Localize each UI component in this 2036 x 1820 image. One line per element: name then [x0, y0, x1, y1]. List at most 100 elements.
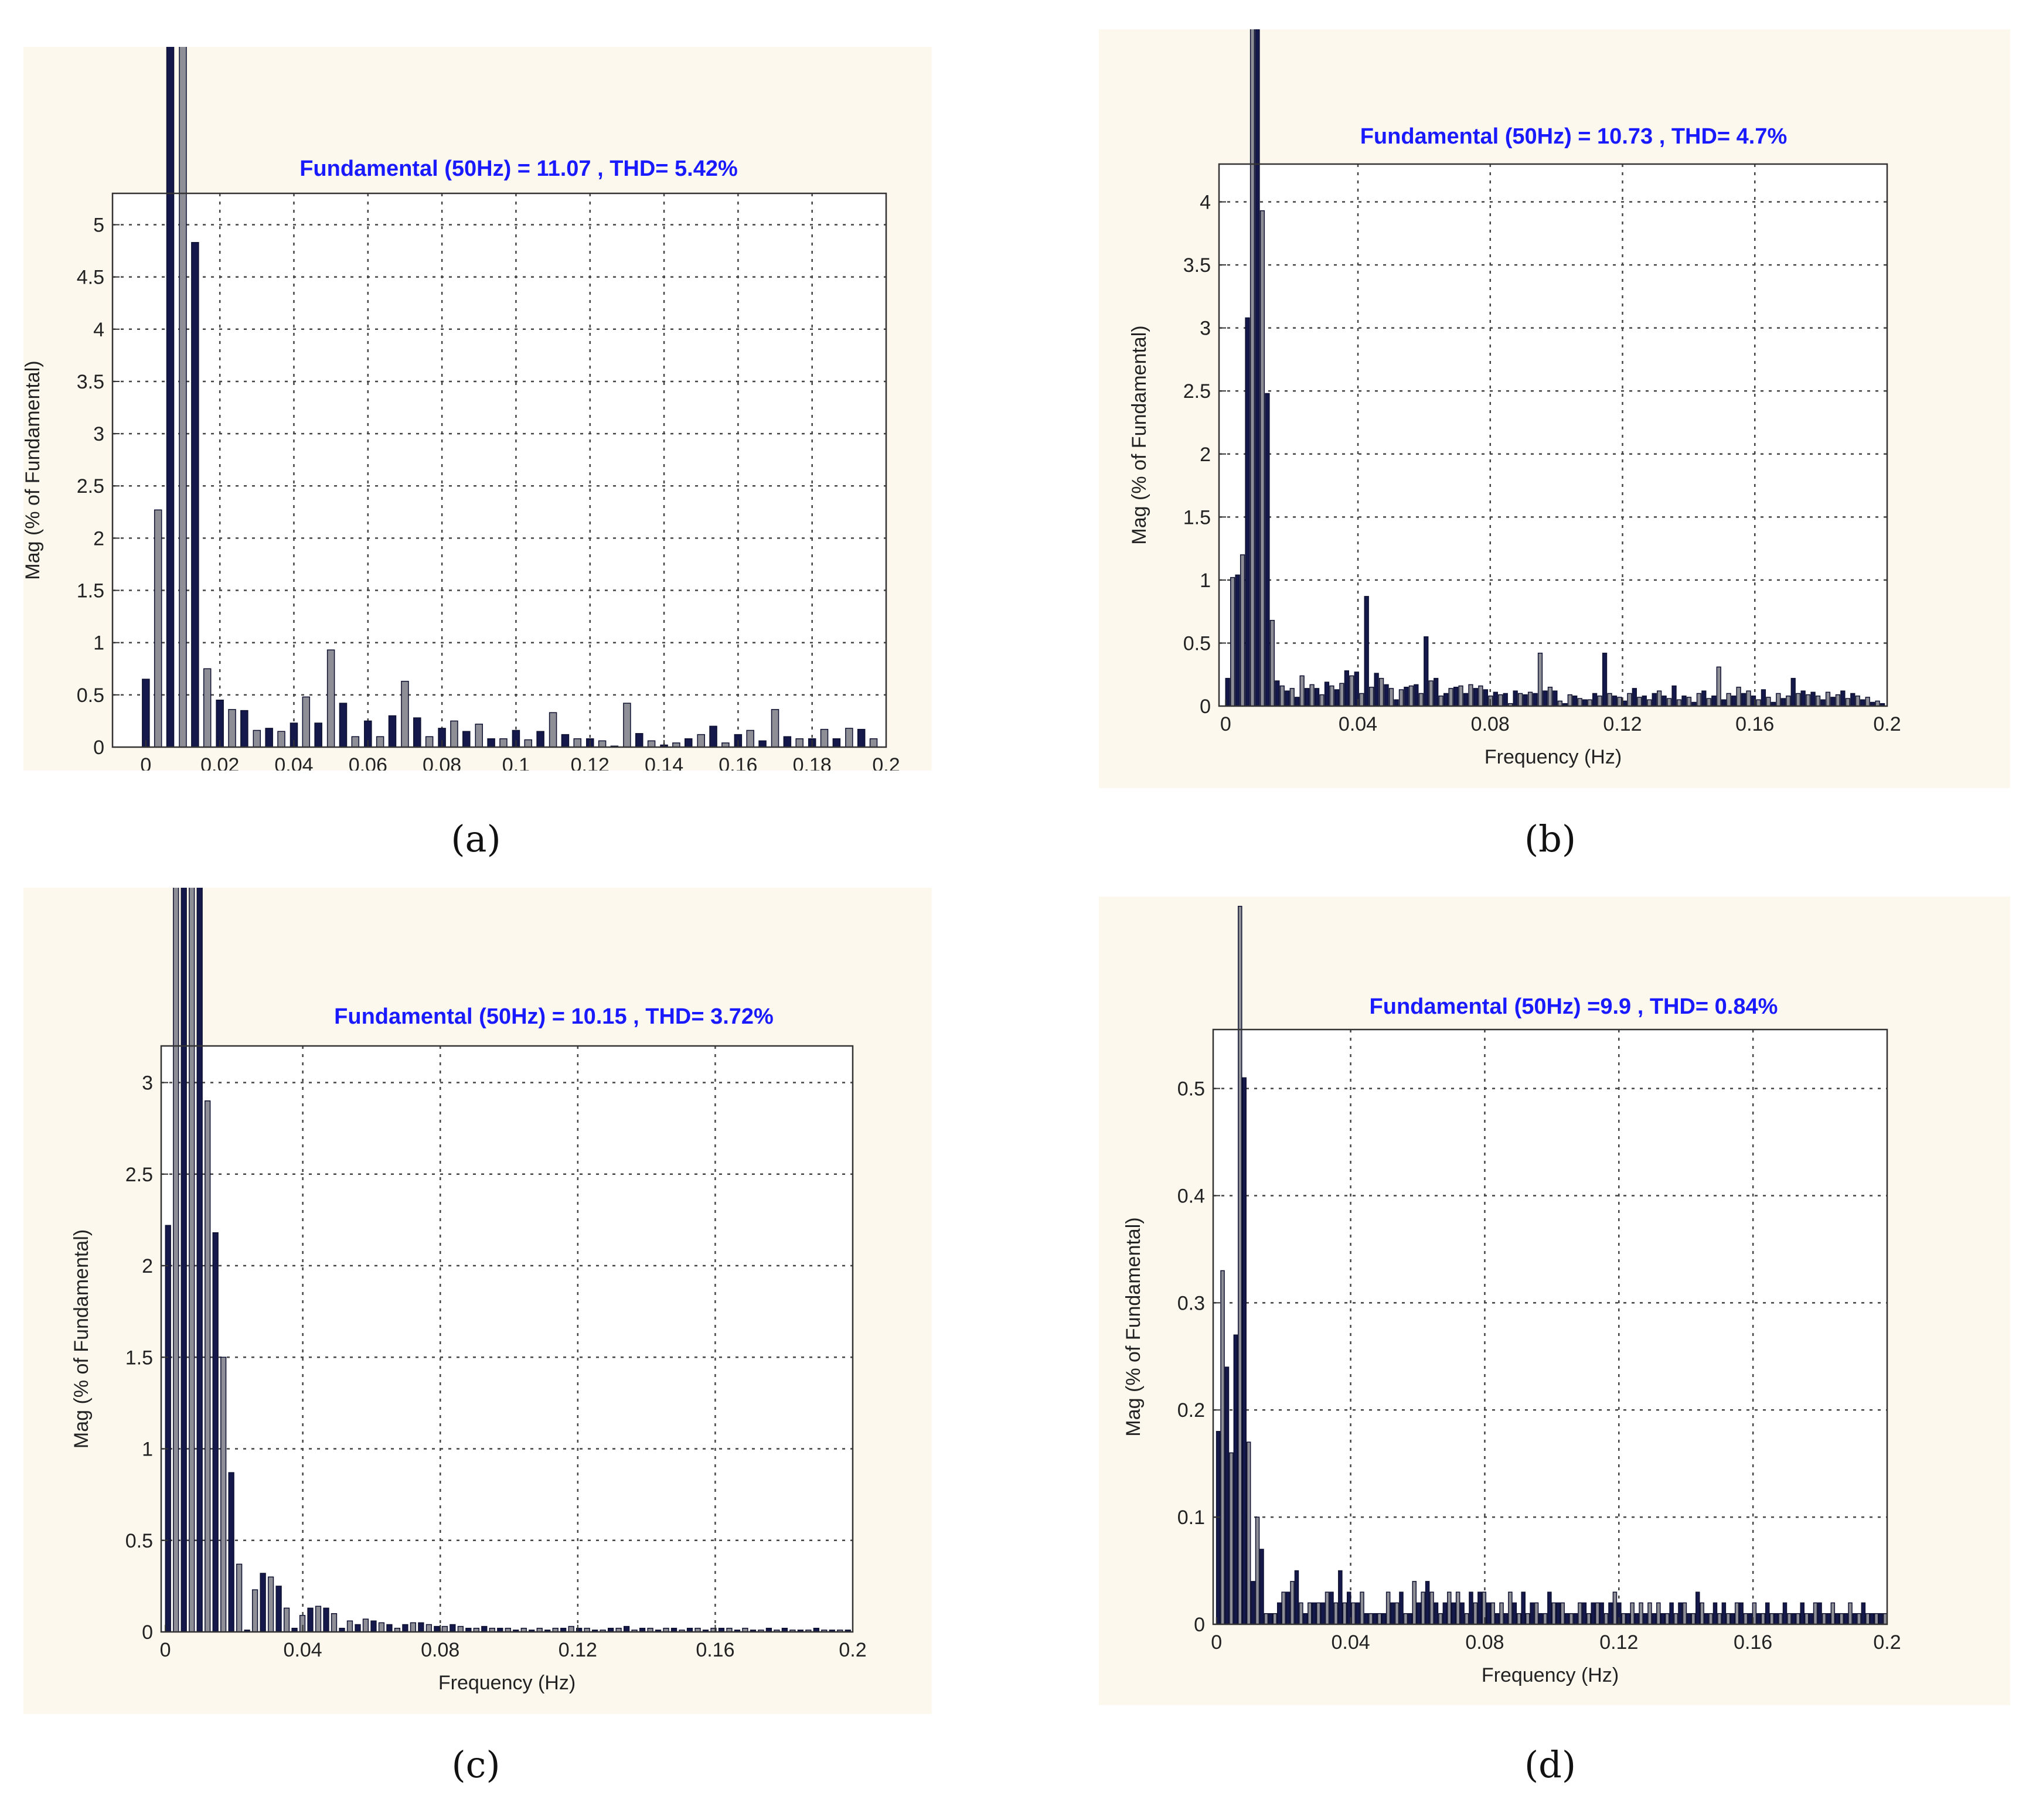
- bar: [1547, 1591, 1552, 1624]
- chart-d: 0 0.04 0.08 0.12 0.16 0.2 0 0.1 0.2 0.3 0.4 0.5 Freq…: [1122, 905, 1901, 1686]
- bar: [1216, 1431, 1221, 1624]
- bar: [529, 1630, 535, 1632]
- bar: [401, 680, 409, 747]
- y-tick-label: 2: [1200, 444, 1211, 466]
- bar: [1349, 675, 1354, 706]
- bar: [1726, 693, 1731, 706]
- bar: [1268, 1613, 1273, 1624]
- bar: [1840, 690, 1846, 706]
- bar: [1238, 905, 1242, 1624]
- bar: [236, 1563, 243, 1632]
- bar: [1817, 1602, 1822, 1624]
- bar: [1708, 1613, 1713, 1624]
- y-tick-label: 0.5: [1183, 632, 1211, 655]
- bar: [1786, 696, 1791, 706]
- bar: [302, 696, 311, 747]
- bar: [1314, 688, 1320, 706]
- bar: [845, 728, 853, 747]
- bar: [1696, 693, 1702, 706]
- panel-caption-c: (c): [451, 1743, 501, 1786]
- bar: [179, 47, 187, 747]
- bar: [1320, 1602, 1325, 1624]
- bar: [1721, 699, 1727, 706]
- bar: [1560, 1602, 1565, 1624]
- bar: [1577, 698, 1582, 706]
- y-tick-label: 0: [1194, 1614, 1205, 1636]
- y-tick-label: 0.4: [1177, 1185, 1205, 1207]
- bar: [425, 736, 434, 747]
- bar: [1316, 1602, 1321, 1624]
- bar: [1796, 1613, 1800, 1624]
- bar: [362, 1618, 369, 1632]
- bar: [1414, 684, 1419, 706]
- bar: [323, 1607, 329, 1632]
- bar: [1527, 691, 1533, 706]
- bar: [1621, 1613, 1626, 1624]
- bar: [1726, 1613, 1731, 1624]
- bar: [1259, 210, 1265, 706]
- x-tick-label: 0.02: [200, 754, 239, 771]
- bar: [829, 1630, 835, 1632]
- bar: [1865, 1613, 1870, 1624]
- bar: [718, 1628, 725, 1632]
- bar: [1839, 1613, 1844, 1624]
- bar: [623, 1625, 630, 1632]
- bar: [1843, 1613, 1848, 1624]
- bar: [1521, 1591, 1526, 1624]
- bar: [1678, 1602, 1683, 1624]
- bar: [1861, 1602, 1866, 1624]
- bar: [1455, 1591, 1460, 1624]
- x-tick-label: 0.2: [872, 754, 900, 771]
- bar: [1642, 696, 1647, 706]
- bar: [1229, 1452, 1234, 1624]
- bar: [1787, 1613, 1792, 1624]
- bar: [1434, 677, 1439, 706]
- x-tick-label: 0.16: [1735, 713, 1774, 735]
- bar: [1717, 1613, 1722, 1624]
- bar: [1752, 1602, 1757, 1624]
- bar: [220, 1357, 227, 1632]
- bar: [1255, 29, 1260, 706]
- bar: [1657, 690, 1662, 706]
- bar: [1294, 1570, 1299, 1624]
- bar: [1780, 698, 1786, 706]
- bar: [631, 1630, 638, 1632]
- bar: [196, 888, 203, 1632]
- bar: [694, 1628, 701, 1632]
- y-tick-label: 0.2: [1177, 1399, 1205, 1422]
- bar: [1564, 1613, 1569, 1624]
- bar: [1791, 1613, 1796, 1624]
- x-tick-label: 0.16: [1734, 1631, 1772, 1654]
- bar: [1368, 1613, 1373, 1624]
- bar: [1447, 1591, 1452, 1624]
- bar: [1285, 690, 1290, 706]
- bar: [1617, 697, 1622, 706]
- bar: [1381, 1613, 1386, 1624]
- bar: [1800, 1602, 1805, 1624]
- bar: [1308, 1602, 1312, 1624]
- chart-panel-b: 0 0.04 0.08 0.12 0.16 0.2 0 0.5 1 1.5 2 2.5 3 3.5 4 Fre…: [1099, 29, 2010, 788]
- bar: [1460, 1602, 1465, 1624]
- bar: [1486, 1602, 1491, 1624]
- bar: [1746, 690, 1751, 706]
- bar: [584, 1628, 590, 1632]
- bar: [1388, 688, 1394, 706]
- bar: [1809, 1613, 1813, 1624]
- y-tick-label: 0: [142, 1621, 153, 1644]
- bar: [166, 47, 175, 747]
- y-tick-label: 2.5: [125, 1164, 153, 1186]
- x-tick-label: 0.16: [696, 1639, 734, 1661]
- bar: [413, 717, 421, 747]
- bar: [789, 1630, 796, 1632]
- bar: [205, 1100, 211, 1632]
- bar: [1416, 1602, 1421, 1624]
- x-axis-label: Frequency (Hz): [1485, 746, 1622, 768]
- bar: [1608, 1602, 1613, 1624]
- bar: [212, 1232, 219, 1632]
- bar: [1299, 675, 1305, 706]
- y-tick-label: 5: [93, 214, 104, 236]
- bar: [1517, 1613, 1521, 1624]
- y-tick-label: 0.5: [1177, 1078, 1205, 1100]
- bar: [1408, 1613, 1412, 1624]
- bar: [1551, 1602, 1557, 1624]
